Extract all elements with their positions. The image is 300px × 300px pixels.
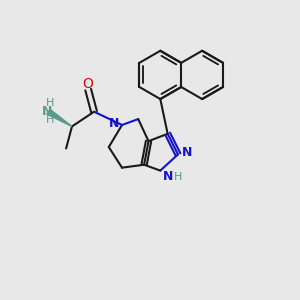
Text: H: H bbox=[46, 98, 54, 109]
Text: H: H bbox=[46, 115, 54, 125]
Polygon shape bbox=[47, 109, 72, 126]
Text: N: N bbox=[109, 117, 119, 130]
Text: N: N bbox=[42, 105, 52, 118]
Text: N: N bbox=[164, 170, 174, 183]
Text: O: O bbox=[83, 77, 94, 91]
Text: N: N bbox=[182, 146, 193, 159]
Text: H: H bbox=[174, 172, 182, 182]
